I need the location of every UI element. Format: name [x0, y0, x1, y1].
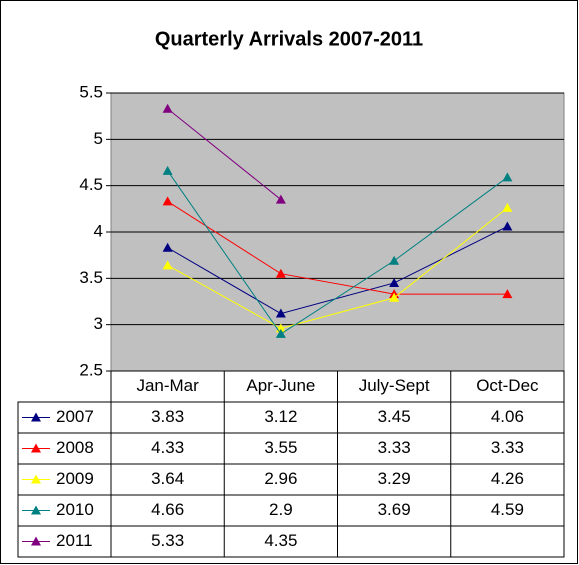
- marker: [502, 289, 513, 299]
- table-cell: 3.33: [378, 438, 411, 457]
- marker: [389, 255, 400, 265]
- series-line: [167, 170, 508, 335]
- marker: [162, 260, 173, 270]
- series-line: [167, 225, 508, 315]
- legend-marker: [31, 443, 41, 453]
- marker: [389, 292, 400, 302]
- marker: [389, 277, 400, 287]
- legend-label: 2007: [56, 407, 94, 426]
- x-tick-label: Apr-June: [246, 376, 315, 395]
- x-tick-label: Jan-Mar: [136, 376, 199, 395]
- legend-marker: [31, 536, 41, 546]
- marker: [162, 242, 173, 252]
- marker: [502, 221, 513, 231]
- y-tick-label: 4: [94, 221, 103, 240]
- table-cell: 3.45: [378, 407, 411, 426]
- y-tick-label: 3: [94, 314, 103, 333]
- legend-marker: [31, 412, 41, 422]
- table-cell: 3.69: [378, 500, 411, 519]
- x-tick-label: July-Sept: [359, 376, 430, 395]
- marker: [162, 165, 173, 175]
- marker: [275, 328, 286, 338]
- y-tick-label: 4.5: [79, 175, 103, 194]
- legend-label: 2009: [56, 469, 94, 488]
- y-tick-label: 3.5: [79, 268, 103, 287]
- table-cell: 3.55: [264, 438, 297, 457]
- table-cell: 2.96: [264, 469, 297, 488]
- legend-marker: [31, 505, 41, 515]
- marker: [275, 194, 286, 204]
- legend-label: 2008: [56, 438, 94, 457]
- table-cell: 3.83: [151, 407, 184, 426]
- marker: [162, 103, 173, 113]
- table-cell: 3.64: [151, 469, 184, 488]
- chart-title: Quarterly Arrivals 2007-2011: [155, 28, 423, 50]
- legend-label: 2011: [56, 531, 93, 550]
- table-cell: 3.33: [491, 438, 524, 457]
- table-cell: 4.33: [151, 438, 184, 457]
- series-line: [167, 207, 508, 329]
- table-cell: 3.12: [264, 407, 297, 426]
- data-table: [17, 401, 565, 558]
- series-line: [167, 108, 282, 200]
- table-cell: 3.29: [378, 469, 411, 488]
- marker: [275, 268, 286, 278]
- table-cell: 4.26: [491, 469, 524, 488]
- table-cell: 4.06: [491, 407, 524, 426]
- x-tick-label: Oct-Dec: [476, 376, 539, 395]
- marker: [275, 308, 286, 318]
- y-tick-label: 2.5: [79, 360, 103, 379]
- table-cell: 2.9: [269, 500, 293, 519]
- marker: [502, 172, 513, 182]
- marker: [502, 202, 513, 212]
- table-cell: 4.59: [491, 500, 524, 519]
- series-line: [167, 200, 508, 295]
- y-tick-label: 5.5: [79, 82, 103, 101]
- legend-label: 2010: [56, 500, 94, 519]
- table-cell: 5.33: [151, 531, 184, 550]
- table-cell: 4.35: [264, 531, 297, 550]
- table-cell: 4.66: [151, 500, 184, 519]
- y-tick-label: 5: [94, 129, 103, 148]
- marker: [162, 196, 173, 206]
- legend-marker: [31, 474, 41, 484]
